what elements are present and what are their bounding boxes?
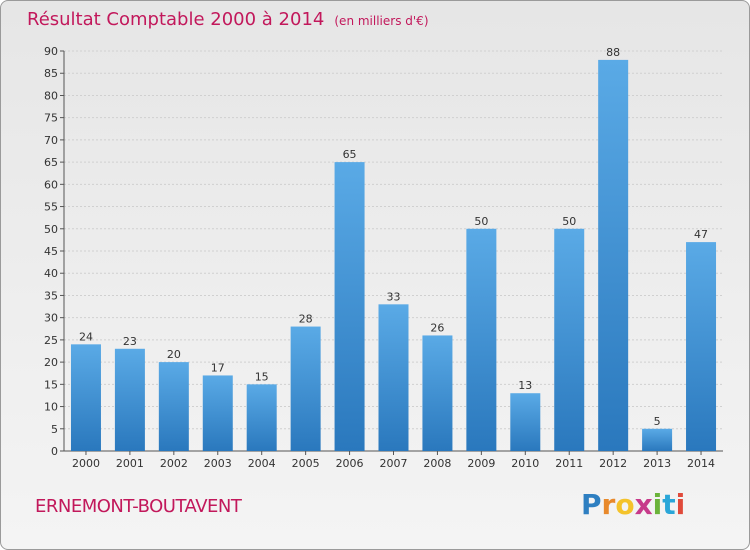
y-tick-label: 90 <box>44 45 58 58</box>
y-tick-label: 15 <box>44 378 58 391</box>
x-tick-label: 2013 <box>643 457 671 470</box>
chart-title: Résultat Comptable 2000 à 2014 (en millie… <box>27 9 429 30</box>
y-tick-label: 55 <box>44 201 58 214</box>
bar <box>202 375 233 451</box>
y-tick-label: 75 <box>44 112 58 125</box>
logo-letter: r <box>601 488 616 521</box>
bar <box>422 335 453 451</box>
logo-letter: P <box>581 488 602 521</box>
bar-value-label: 33 <box>387 290 401 303</box>
y-tick-label: 25 <box>44 334 58 347</box>
x-tick-label: 2003 <box>204 457 232 470</box>
y-tick-label: 85 <box>44 67 58 80</box>
logo-letter: x <box>634 488 653 521</box>
x-tick-label: 2002 <box>160 457 188 470</box>
y-tick-label: 45 <box>44 245 58 258</box>
x-tick-label: 2008 <box>423 457 451 470</box>
bar-value-label: 5 <box>654 415 661 428</box>
y-tick-label: 35 <box>44 289 58 302</box>
chart-subtitle: (en milliers d'€) <box>334 14 429 28</box>
x-tick-label: 2004 <box>248 457 276 470</box>
bar-value-label: 50 <box>562 215 576 228</box>
x-tick-label: 2009 <box>467 457 495 470</box>
commune-name: ERNEMONT-BOUTAVENT <box>35 496 242 517</box>
bar <box>290 326 321 451</box>
bar-value-label: 28 <box>299 313 313 326</box>
y-tick-label: 5 <box>51 423 58 436</box>
bar-value-label: 47 <box>694 228 708 241</box>
bar <box>246 384 277 451</box>
proxiti-logo[interactable]: Proxiti <box>581 488 685 521</box>
bar-value-label: 26 <box>430 321 444 334</box>
y-tick-label: 0 <box>51 445 58 458</box>
x-tick-label: 2005 <box>292 457 320 470</box>
y-tick-label: 65 <box>44 156 58 169</box>
bar <box>510 393 541 451</box>
bar <box>70 344 101 451</box>
bar-value-label: 88 <box>606 46 620 59</box>
x-tick-label: 2006 <box>336 457 364 470</box>
logo-letter: t <box>662 488 676 521</box>
y-tick-label: 30 <box>44 312 58 325</box>
y-tick-label: 20 <box>44 356 58 369</box>
bar <box>114 348 145 451</box>
bar-value-label: 65 <box>343 148 357 161</box>
y-tick-label: 80 <box>44 89 58 102</box>
y-tick-label: 50 <box>44 223 58 236</box>
bar-value-label: 24 <box>79 330 93 343</box>
chart-title-text: Résultat Comptable 2000 à 2014 <box>27 9 325 30</box>
logo-letter: i <box>652 488 663 521</box>
x-tick-label: 2001 <box>116 457 144 470</box>
bar-value-label: 23 <box>123 335 137 348</box>
bar <box>334 162 365 451</box>
x-tick-label: 2014 <box>687 457 715 470</box>
x-tick-label: 2000 <box>72 457 100 470</box>
x-tick-label: 2011 <box>555 457 583 470</box>
bar-value-label: 20 <box>167 348 181 361</box>
bar <box>378 304 409 451</box>
y-tick-label: 40 <box>44 267 58 280</box>
bar-value-label: 13 <box>518 379 532 392</box>
x-tick-label: 2007 <box>380 457 408 470</box>
bar-value-label: 17 <box>211 361 225 374</box>
logo-letter: o <box>615 488 635 521</box>
bar-value-label: 15 <box>255 370 269 383</box>
bar <box>598 59 629 452</box>
bar <box>686 242 717 451</box>
y-tick-label: 10 <box>44 401 58 414</box>
y-tick-label: 70 <box>44 134 58 147</box>
bar <box>158 362 189 451</box>
x-tick-label: 2012 <box>599 457 627 470</box>
bar-value-label: 50 <box>474 215 488 228</box>
y-tick-label: 60 <box>44 178 58 191</box>
bar <box>554 228 585 451</box>
bar <box>642 428 673 451</box>
logo-letter: i <box>675 488 686 521</box>
bar <box>466 228 497 451</box>
x-tick-label: 2010 <box>511 457 539 470</box>
